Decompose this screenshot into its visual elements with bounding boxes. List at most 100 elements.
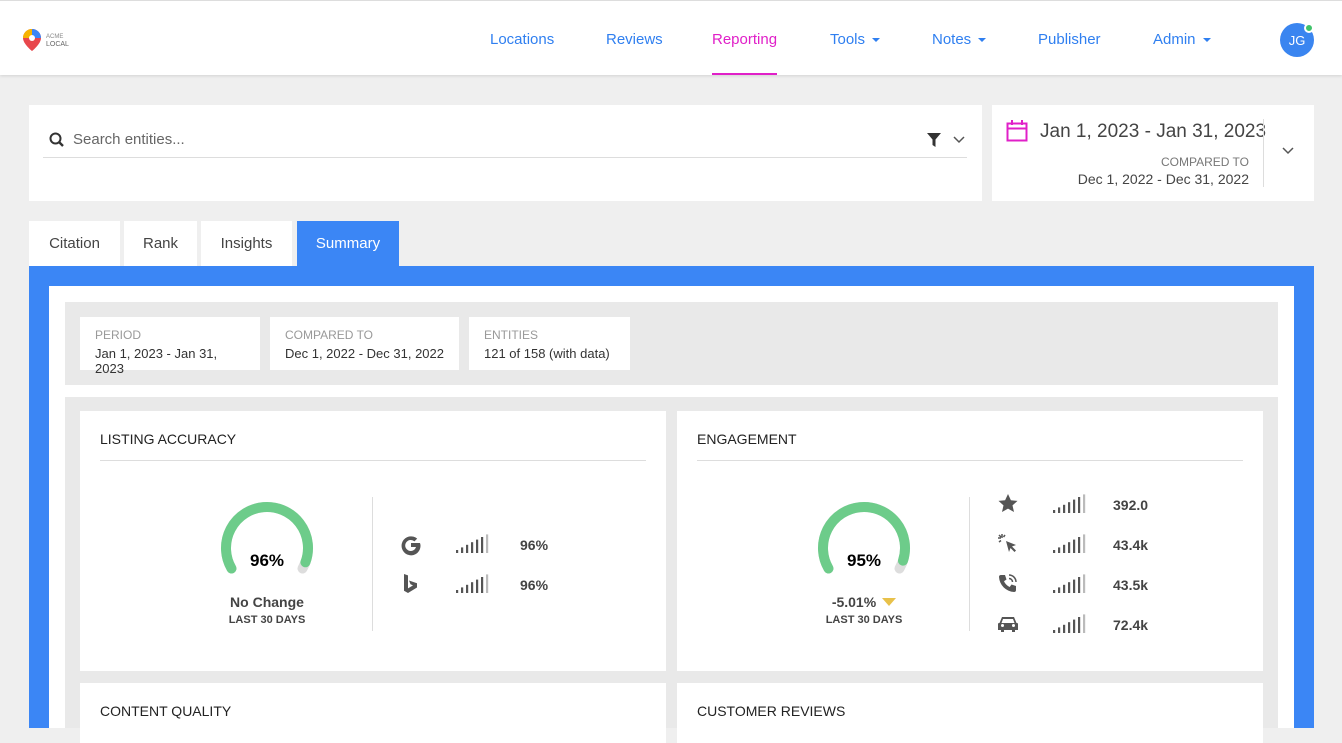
divider bbox=[969, 497, 970, 631]
customer-reviews-card: CUSTOMER REVIEWS bbox=[677, 683, 1263, 743]
signal-bar bbox=[1058, 627, 1061, 633]
caret bbox=[872, 38, 881, 42]
signal-bar bbox=[1068, 582, 1071, 593]
signal-bar bbox=[461, 587, 464, 593]
nav-label: Reviews bbox=[606, 31, 663, 48]
change-value: No Change bbox=[230, 594, 304, 610]
caret bbox=[978, 38, 987, 42]
signal-bar bbox=[1063, 624, 1066, 633]
tab[interactable]: Rank bbox=[124, 221, 197, 266]
search-input[interactable]: Search entities... bbox=[73, 131, 185, 148]
info-label: PERIOD bbox=[95, 328, 142, 342]
signal-bar bbox=[1058, 507, 1061, 513]
signal-bar bbox=[481, 577, 484, 593]
signal-bar bbox=[1083, 494, 1086, 513]
nav-label: Publisher bbox=[1038, 31, 1101, 48]
info-value: Jan 1, 2023 - Jan 31, 2023 bbox=[95, 346, 218, 376]
nav-item[interactable]: Publisher bbox=[1038, 31, 1101, 48]
caret bbox=[1202, 38, 1211, 42]
tab[interactable]: Citation bbox=[29, 221, 120, 266]
signal-bar bbox=[1058, 587, 1061, 593]
card-title: ENGAGEMENT bbox=[697, 431, 797, 447]
nav-item[interactable]: Notes bbox=[932, 31, 988, 48]
divider bbox=[100, 460, 646, 461]
icon-shape bbox=[999, 575, 1016, 592]
dropdown-caret bbox=[1282, 147, 1294, 155]
date-panel[interactable]: Jan 1, 2023 - Jan 31, 2023 COMPARED TO D… bbox=[992, 105, 1314, 201]
gauge-label: 96% bbox=[250, 551, 284, 570]
google-icon bbox=[401, 536, 421, 556]
icon-shape bbox=[404, 574, 417, 593]
compared-range: Dec 1, 2022 - Dec 31, 2022 bbox=[1077, 171, 1249, 187]
signal-bar bbox=[1083, 574, 1086, 593]
signal-bar bbox=[1073, 539, 1076, 553]
signal-bar bbox=[1053, 590, 1056, 593]
bing-icon bbox=[404, 574, 417, 593]
content-quality-card: CONTENT QUALITY bbox=[80, 683, 666, 743]
gauge-fill bbox=[818, 502, 910, 574]
gauge-label: 95% bbox=[847, 551, 881, 570]
signal-bar bbox=[476, 539, 479, 553]
signal-bar bbox=[1073, 499, 1076, 513]
card-title: CUSTOMER REVIEWS bbox=[697, 703, 846, 719]
row-value: 96% bbox=[520, 577, 549, 593]
nav-label: Reporting bbox=[712, 31, 778, 48]
signal-bar bbox=[456, 590, 459, 593]
change-value: -5.01% bbox=[831, 594, 877, 610]
tab[interactable]: Insights bbox=[201, 221, 292, 266]
info-value: 121 of 158 (with data) bbox=[484, 346, 610, 361]
signal-bar bbox=[1083, 614, 1086, 633]
nav-label: Admin bbox=[1153, 31, 1196, 48]
card-title: CONTENT QUALITY bbox=[100, 703, 232, 719]
signal-bar bbox=[476, 579, 479, 593]
nav-item[interactable]: Reporting bbox=[712, 31, 777, 48]
signal-bar bbox=[1068, 542, 1071, 553]
tab[interactable]: Summary bbox=[297, 221, 399, 266]
signal-bar bbox=[1063, 504, 1066, 513]
signal-bar bbox=[1053, 630, 1056, 633]
car-icon bbox=[998, 617, 1018, 632]
calendar-icon bbox=[1006, 120, 1028, 142]
info-box: PERIOD Jan 1, 2023 - Jan 31, 2023 bbox=[80, 317, 260, 376]
phone-icon bbox=[999, 574, 1017, 592]
logo-text: LOCAL bbox=[46, 41, 69, 48]
row-value: 392.0 bbox=[1113, 497, 1148, 513]
divider bbox=[372, 497, 373, 631]
summary-bar bbox=[65, 302, 1278, 385]
nav-item[interactable]: Tools bbox=[830, 31, 882, 48]
trend-shape bbox=[882, 598, 897, 606]
avatar-initials: JG bbox=[1288, 32, 1306, 48]
gauge-fill bbox=[221, 502, 313, 574]
signal-bar bbox=[466, 544, 469, 553]
signal-bar bbox=[1063, 584, 1066, 593]
info-box: COMPARED TO Dec 1, 2022 - Dec 31, 2022 bbox=[270, 317, 459, 370]
info-box: ENTITIES 121 of 158 (with data) bbox=[469, 317, 630, 370]
logo-text: ACME bbox=[46, 34, 63, 40]
nav-item[interactable]: Locations bbox=[490, 31, 554, 48]
nav-item[interactable]: Admin bbox=[1153, 31, 1213, 48]
icon-shape bbox=[1006, 541, 1016, 552]
nav-item[interactable]: Reviews bbox=[606, 31, 663, 48]
top-nav: ACME LOCAL JG Locations Reviews Reporting T… bbox=[0, 0, 1342, 75]
signal-bar bbox=[1053, 510, 1056, 513]
icon-shape bbox=[401, 536, 421, 556]
divider bbox=[43, 157, 967, 158]
row-value: 43.5k bbox=[1113, 577, 1148, 593]
signal-bar bbox=[466, 584, 469, 593]
signal-bar bbox=[1053, 550, 1056, 553]
change: No Change bbox=[177, 594, 357, 610]
signal-bar bbox=[486, 574, 489, 593]
signal-bar bbox=[461, 547, 464, 553]
signal-bar bbox=[1083, 534, 1086, 553]
logo: ACME LOCAL bbox=[23, 29, 69, 51]
signal-bar bbox=[1078, 617, 1081, 633]
period: LAST 30 DAYS bbox=[825, 614, 903, 626]
trend-icon bbox=[882, 598, 897, 606]
filter-toggle[interactable] bbox=[926, 132, 966, 148]
divider bbox=[697, 460, 1243, 461]
active-underline bbox=[712, 73, 777, 75]
caret-shape bbox=[872, 38, 881, 42]
period: LAST 30 DAYS bbox=[228, 614, 306, 626]
divider bbox=[1263, 119, 1264, 187]
